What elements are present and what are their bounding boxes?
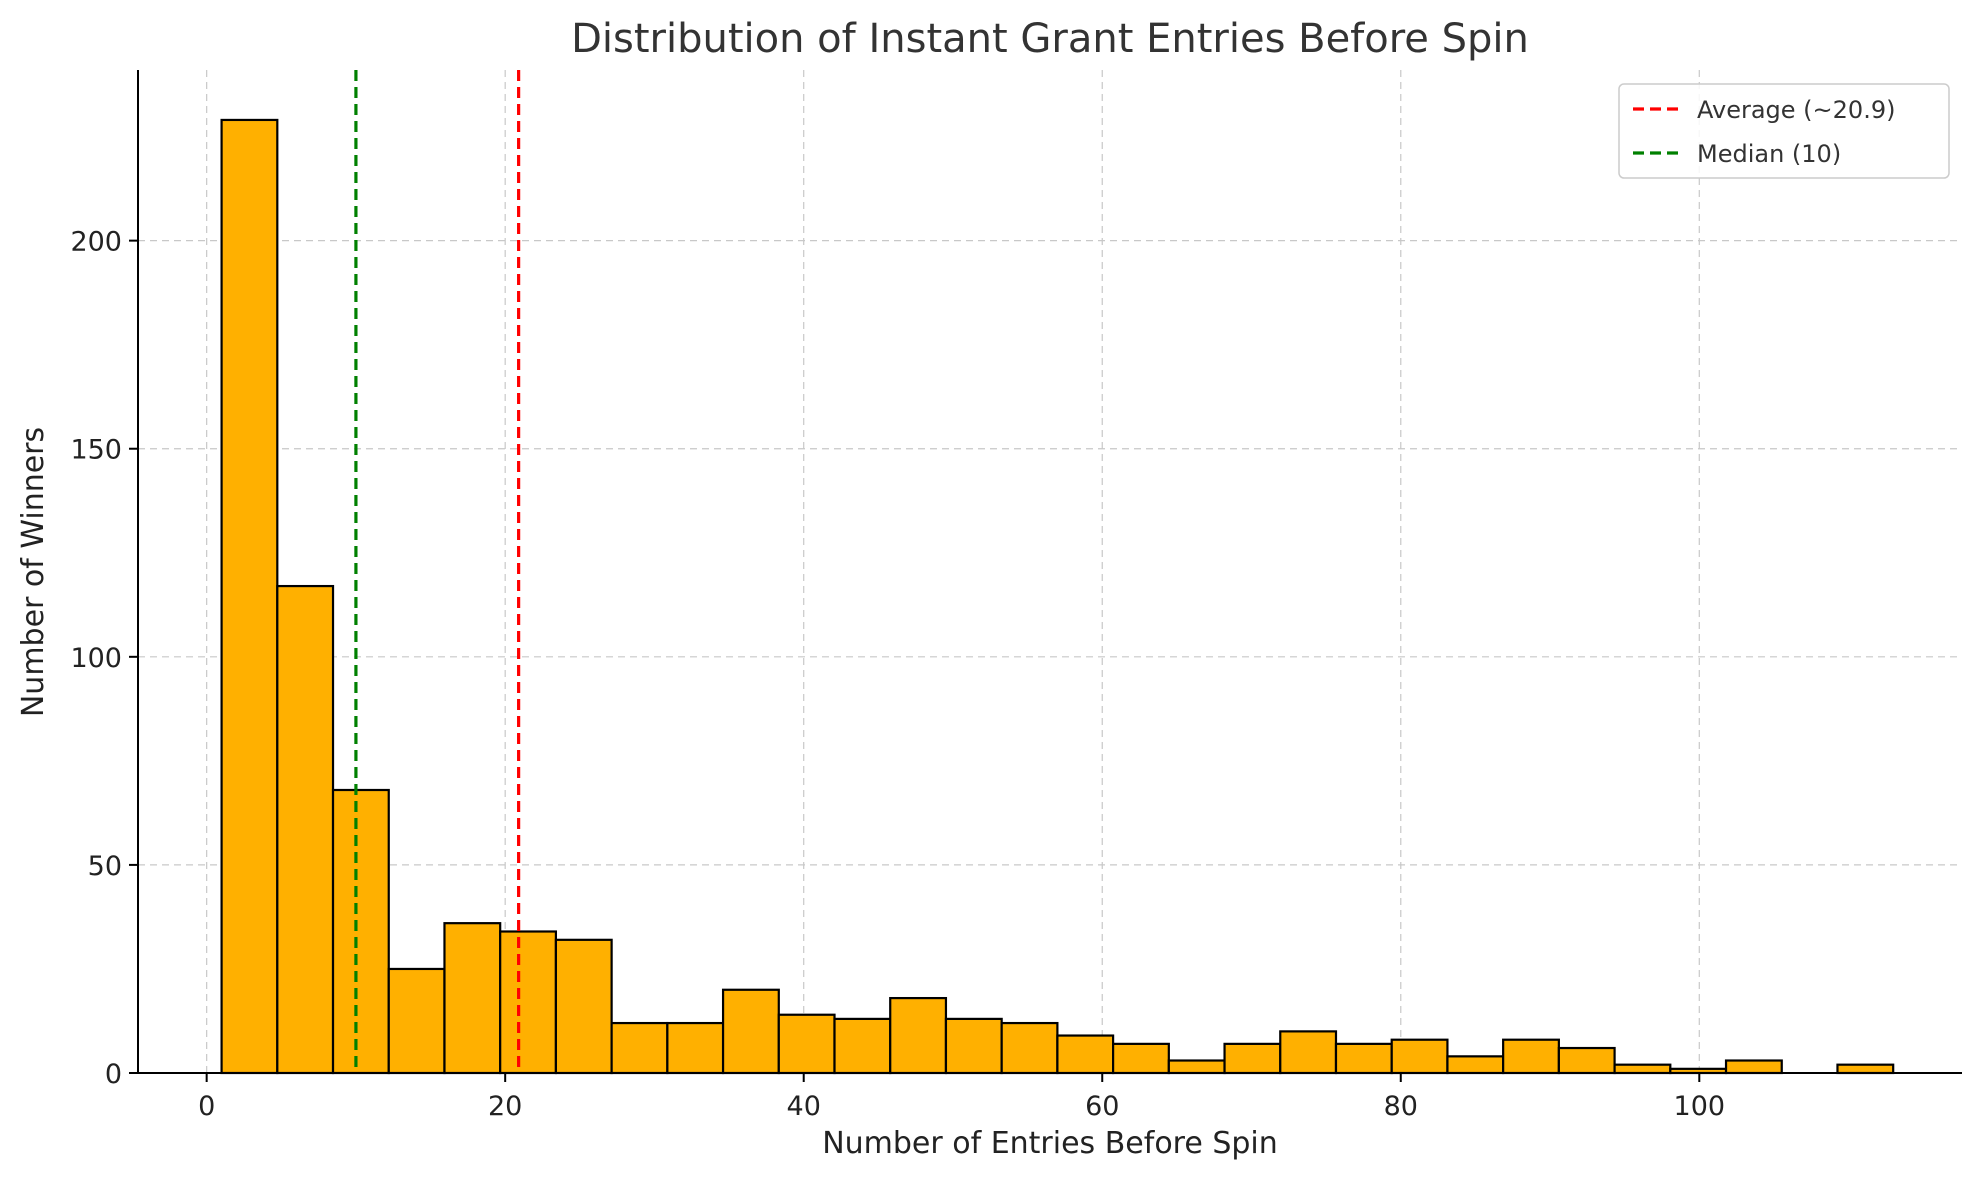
legend-label-0: Average (~20.9): [1697, 96, 1895, 124]
histogram-bar: [1390, 1038, 1449, 1075]
histogram-bar: [1334, 1042, 1393, 1075]
x-tick-label: 100: [1674, 1091, 1726, 1122]
histogram-bar: [944, 1017, 1003, 1075]
reference-lines-layer: [354, 70, 521, 1073]
axes-layer: [137, 70, 1962, 1074]
histogram-bar: [1056, 1034, 1115, 1075]
histogram-bar: [666, 1021, 725, 1075]
histogram-bar: [276, 584, 335, 1075]
x-tick-label: 80: [1384, 1091, 1418, 1122]
y-tick-label: 0: [105, 1059, 122, 1090]
bars-layer: [220, 118, 1895, 1075]
y-tick-label: 150: [70, 435, 122, 466]
chart-title: Distribution of Instant Grant Entries Be…: [571, 16, 1529, 62]
histogram-bar: [1279, 1030, 1338, 1075]
histogram-bar: [1836, 1063, 1895, 1075]
histogram-bar: [610, 1021, 669, 1075]
histogram-bar: [443, 922, 502, 1075]
histogram-bar: [1223, 1042, 1282, 1075]
histogram-bar: [1502, 1038, 1560, 1075]
histogram-bar: [721, 988, 780, 1075]
legend-label-1: Median (10): [1697, 140, 1841, 168]
histogram-bar: [499, 930, 558, 1075]
y-tick-label: 50: [88, 851, 122, 882]
legend: Average (~20.9) Median (10): [1618, 83, 1950, 179]
histogram-bar: [1167, 1059, 1226, 1075]
histogram-bar: [554, 938, 613, 1075]
histogram-bar: [777, 1013, 836, 1075]
x-tick-label: 20: [488, 1091, 522, 1122]
x-tick-label: 40: [787, 1091, 821, 1122]
y-tick-label: 100: [70, 643, 122, 674]
x-tick-label: 0: [198, 1091, 215, 1122]
histogram-bar: [1000, 1021, 1059, 1075]
histogram-bar: [387, 967, 446, 1075]
x-axis-label: Number of Entries Before Spin: [822, 1126, 1278, 1161]
ticks-layer: 0 20 40 60 80 100 0 50 100 150 200: [70, 227, 1725, 1122]
grid-layer: [138, 70, 1962, 1074]
y-tick-label: 200: [70, 227, 122, 258]
histogram-bar: [1112, 1042, 1170, 1075]
legend-box: [1618, 83, 1950, 179]
histogram-bar: [1724, 1059, 1783, 1075]
histogram-bar: [220, 118, 279, 1075]
histogram-bar: [331, 788, 390, 1075]
histogram-bar: [889, 996, 948, 1075]
histogram-bar: [1557, 1046, 1616, 1075]
histogram-bar: [1446, 1055, 1505, 1075]
y-axis-label: Number of Winners: [16, 427, 51, 717]
histogram-bar: [1613, 1063, 1672, 1075]
histogram-bar: [833, 1017, 892, 1075]
x-tick-label: 60: [1085, 1091, 1119, 1122]
